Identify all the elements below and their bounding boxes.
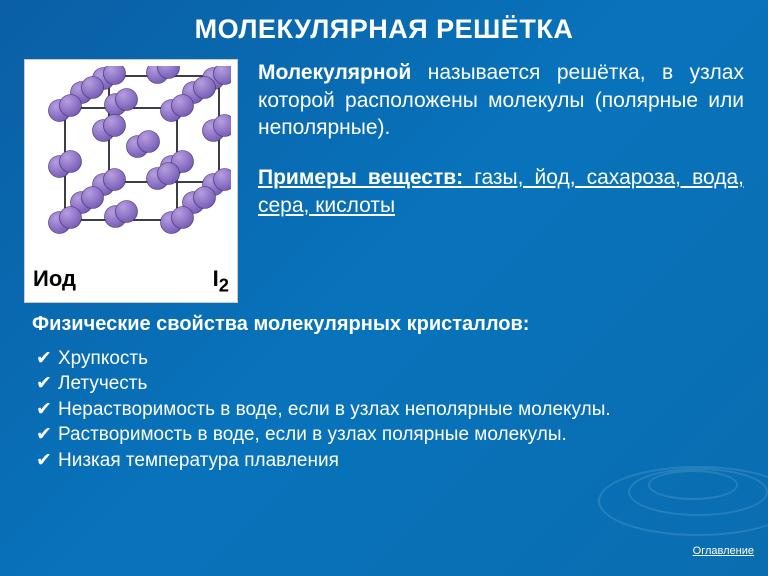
lattice-formula: I2: [213, 266, 229, 296]
definition-block: Молекулярной называется решётка, в узлах…: [258, 59, 744, 303]
physical-heading: Физические свойства молекулярных кристал…: [32, 313, 744, 336]
examples-text: Примеры веществ: газы, йод, сахароза, во…: [258, 164, 744, 219]
property-item: Нерастворимость в воде, если в узлах неп…: [36, 397, 744, 422]
property-item: Растворимость в воде, если в узлах поляр…: [36, 422, 744, 447]
lattice-figure: Иод I2: [24, 59, 238, 303]
physical-properties-list: ХрупкостьЛетучестьНерастворимость в воде…: [32, 346, 744, 473]
definition-text: Молекулярной называется решётка, в узлах…: [258, 59, 744, 142]
lattice-diagram: [31, 66, 231, 266]
property-item: Летучесть: [36, 371, 744, 396]
property-item: Хрупкость: [36, 346, 744, 371]
toc-link[interactable]: Оглавление: [693, 546, 754, 558]
lattice-label: Иод: [33, 266, 76, 292]
property-item: Низкая температура плавления: [36, 448, 744, 473]
page-title: МОЛЕКУЛЯРНАЯ РЕШЁТКА: [0, 0, 768, 45]
